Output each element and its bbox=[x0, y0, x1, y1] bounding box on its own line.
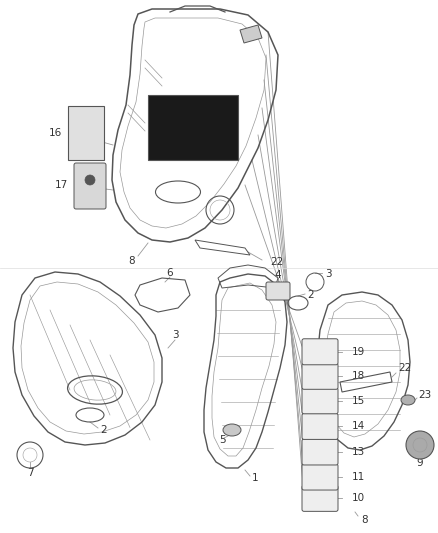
Text: 1: 1 bbox=[252, 473, 258, 483]
Ellipse shape bbox=[401, 395, 415, 405]
Circle shape bbox=[406, 431, 434, 459]
Polygon shape bbox=[240, 25, 262, 43]
FancyBboxPatch shape bbox=[68, 106, 104, 160]
Text: 8: 8 bbox=[129, 256, 135, 266]
FancyBboxPatch shape bbox=[307, 345, 333, 359]
Text: 4: 4 bbox=[275, 270, 281, 280]
Text: 17: 17 bbox=[55, 180, 68, 190]
Text: 16: 16 bbox=[49, 128, 62, 138]
FancyBboxPatch shape bbox=[266, 282, 290, 300]
Text: 19: 19 bbox=[352, 347, 365, 357]
Text: 22: 22 bbox=[270, 257, 283, 267]
Text: 13: 13 bbox=[352, 447, 365, 457]
Text: 8: 8 bbox=[362, 515, 368, 525]
Text: 3: 3 bbox=[325, 269, 332, 279]
Text: 11: 11 bbox=[352, 472, 365, 482]
FancyBboxPatch shape bbox=[302, 464, 338, 490]
Text: 5: 5 bbox=[219, 435, 225, 445]
FancyBboxPatch shape bbox=[302, 486, 338, 511]
FancyBboxPatch shape bbox=[302, 439, 338, 465]
FancyBboxPatch shape bbox=[302, 414, 338, 439]
Text: 15: 15 bbox=[352, 396, 365, 406]
Text: 22: 22 bbox=[398, 363, 411, 373]
FancyBboxPatch shape bbox=[74, 163, 106, 209]
Text: 2: 2 bbox=[100, 425, 106, 435]
Text: 14: 14 bbox=[352, 422, 365, 431]
Text: 6: 6 bbox=[167, 268, 173, 278]
FancyBboxPatch shape bbox=[148, 95, 238, 160]
Text: 23: 23 bbox=[418, 390, 431, 400]
Text: 9: 9 bbox=[417, 458, 423, 468]
Circle shape bbox=[85, 175, 95, 185]
Text: 10: 10 bbox=[352, 494, 365, 503]
Text: 18: 18 bbox=[352, 372, 365, 381]
Text: 2: 2 bbox=[307, 290, 314, 300]
FancyBboxPatch shape bbox=[302, 364, 338, 389]
FancyBboxPatch shape bbox=[302, 388, 338, 414]
Text: 7: 7 bbox=[27, 468, 33, 478]
FancyBboxPatch shape bbox=[302, 339, 338, 365]
Text: 3: 3 bbox=[172, 330, 178, 340]
Ellipse shape bbox=[223, 424, 241, 436]
